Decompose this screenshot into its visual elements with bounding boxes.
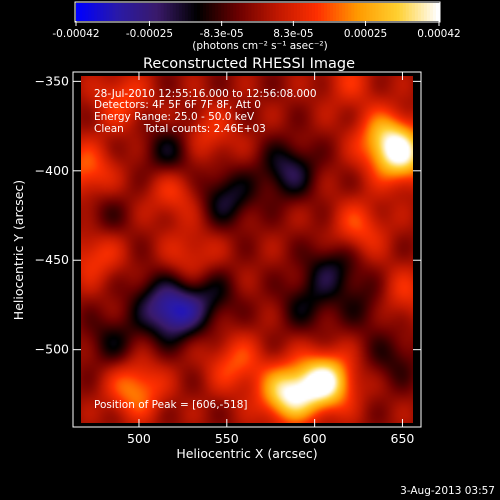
colorbar-tick-label: -0.00025 [126, 28, 173, 40]
chart-title: Reconstructed RHESSI Image [143, 56, 355, 72]
plot-frame [72, 71, 422, 428]
axis-ticks: 500 550 600 650 −350 −400 −450 −500 [35, 72, 421, 446]
y-tick-label: −450 [35, 252, 69, 267]
colorbar-units: (photons cm⁻² s⁻¹ asec⁻²) [192, 40, 327, 52]
colorbar-frame [74, 1, 441, 23]
colorbar-tick-label: 8.3e-05 [273, 28, 313, 40]
colorbar-tick-label: -8.3e-05 [200, 28, 244, 40]
colorbar-tick-label: -0.00042 [52, 28, 99, 40]
annotation-algorithm: Clean Total counts: 2.46E+03 [94, 123, 266, 135]
colorbar-tick-label: 0.00025 [344, 28, 387, 40]
heatmap-image [81, 76, 413, 423]
y-tick-label: −500 [35, 342, 69, 357]
x-tick-label: 650 [391, 431, 415, 446]
x-axis-label: Heliocentric X (arcsec) [176, 446, 317, 461]
annotation-detectors: Detectors: 4F 5F 6F 7F 8F, Att 0 [94, 99, 261, 111]
annotation-time: 28-Jul-2010 12:55:16.000 to 12:56:08.000 [94, 88, 317, 100]
footer-date: 3-Aug-2013 03:57 [400, 485, 495, 497]
colorbar-gradient [76, 3, 440, 21]
x-tick-label: 550 [215, 431, 239, 446]
colorbar-tick-label: 0.00042 [417, 28, 460, 40]
colorbar-ticks: -0.00042 -0.00025 -8.3e-05 8.3e-05 0.00025 0.… [52, 21, 461, 40]
y-tick-label: −400 [35, 163, 69, 178]
annotation-energy: Energy Range: 25.0 - 50.0 keV [94, 111, 255, 123]
x-tick-label: 500 [127, 431, 151, 446]
annotation-peak: Position of Peak = [606,-518] [94, 399, 248, 411]
x-tick-label: 600 [303, 431, 327, 446]
y-tick-label: −350 [35, 73, 69, 88]
y-axis-label: Heliocentric Y (arcsec) [11, 180, 26, 320]
